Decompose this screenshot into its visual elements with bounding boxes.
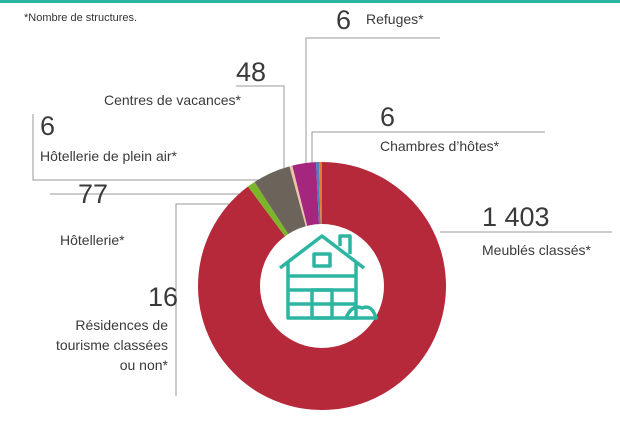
value-label: 6 <box>336 5 352 35</box>
donut-segment <box>247 181 290 238</box>
leader <box>236 85 285 176</box>
leader <box>305 37 440 166</box>
cabin-icon <box>278 234 378 320</box>
category-label: Hôtellerie* <box>60 232 125 248</box>
top-rule <box>0 0 620 3</box>
donut-segment <box>197 162 446 410</box>
category-label: Résidences de tourisme classées ou non* <box>55 317 168 373</box>
donut-segment <box>254 166 307 236</box>
category-label: Refuges* <box>366 11 424 27</box>
donut-segment <box>316 162 321 227</box>
value-label: 6 <box>380 102 396 132</box>
donut-hole <box>260 224 384 348</box>
leader <box>32 114 292 181</box>
category-label: Centres de vacances* <box>104 92 241 108</box>
footnote: *Nombre de structures. <box>24 12 138 24</box>
leader-lines <box>32 37 612 396</box>
donut-segment <box>289 165 308 229</box>
value-label: 77 <box>78 179 109 209</box>
value-label: 1 403 <box>482 202 550 232</box>
donut-segment <box>292 162 320 228</box>
value-label: 48 <box>236 57 267 87</box>
donut <box>197 162 446 410</box>
leader <box>311 131 545 166</box>
value-label: 6 <box>40 111 56 141</box>
value-label: 16 <box>147 282 178 312</box>
category-label: Meublés classés* <box>482 242 591 258</box>
category-label: Hôtellerie de plein air* <box>40 148 177 164</box>
donut-segment <box>319 162 322 227</box>
category-label: Chambres d’hôtes* <box>380 138 500 154</box>
